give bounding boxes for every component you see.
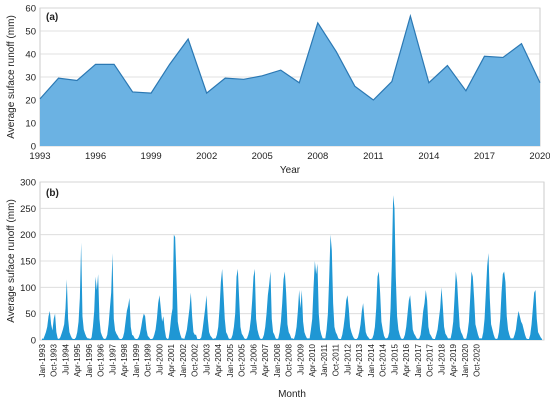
panel-b-y-tick-labels: 0 50 100 150 200 250 300 [20, 178, 36, 347]
panel-b-x-tick-label: Jan-1999 [132, 343, 141, 377]
panel-b-x-tick-label: Jul-2018 [438, 343, 447, 374]
panel-b-x-tick-label: Jan-2017 [414, 343, 423, 377]
panel-b-x-tick-label: Jul-2015 [391, 343, 400, 374]
panel-a-label: (a) [46, 12, 58, 23]
panel-b-x-tick-label: Jan-2002 [179, 343, 188, 377]
panel-b-y-tick-label: 50 [25, 309, 36, 320]
panel-b-x-tick-label: Apr-1998 [120, 343, 129, 376]
panel-b-x-tick-label: Apr-2007 [261, 343, 270, 376]
panel-b-x-tick-label: Apr-2001 [167, 343, 176, 376]
panel-a-line-series [39, 13, 541, 101]
panel-b-x-tick-label: Jul-2003 [203, 343, 212, 374]
panel-a-y-axis-title: Average suface runoff (mm) [6, 15, 17, 139]
panel-b-y-tick-label: 250 [20, 204, 36, 215]
panel-a-x-tick-labels: 1993 1996 1999 2002 2005 2008 2011 2014 2017 2020 [29, 151, 550, 162]
panel-a-x-tick-label: 2005 [252, 151, 273, 162]
panel-a-y-tick-label: 10 [25, 119, 36, 130]
panel-b-x-tick-label: Jul-2000 [156, 343, 165, 374]
panel-a-x-tick-label: 2011 [363, 151, 383, 162]
panel-b-x-tick-label: Oct-2020 [473, 343, 482, 376]
panel-b-x-tick-label: Oct-1996 [97, 343, 106, 376]
panel-b-x-tick-label: Jan-1996 [85, 343, 94, 377]
panel-a-x-tick-label: 2014 [418, 151, 439, 162]
panel-a-x-tick-label: 1993 [29, 151, 50, 162]
panel-b-x-tick-label: Jan-2020 [461, 343, 470, 377]
panel-b-x-tick-label: Oct-2017 [426, 343, 435, 376]
panel-a-x-tick-label: 2008 [307, 151, 328, 162]
panel-b-x-tick-label: Jan-2011 [320, 343, 329, 376]
panel-b-x-tick-label: Jul-2006 [250, 343, 259, 374]
panel-a-y-tick-labels: 0 10 20 30 40 50 60 [25, 4, 36, 153]
panel-a-area-series [40, 16, 540, 146]
panel-b-x-tick-label: Jan-2008 [273, 343, 282, 377]
panel-a-x-tick-label: 2002 [196, 151, 217, 162]
panel-b-x-tick-label: Oct-2008 [285, 343, 294, 376]
panel-b-x-tick-label: Jan-1993 [38, 343, 47, 377]
panel-a-x-tick-label: 2020 [529, 151, 550, 162]
panel-b-x-tick-label: Jul-2009 [297, 343, 306, 374]
panel-b-x-tick-label: Jan-2005 [226, 343, 235, 377]
panel-b-x-tick-label: Jul-1994 [62, 343, 71, 374]
panel-a-x-tick-label: 1996 [85, 151, 106, 162]
panel-b-x-tick-label: Apr-2013 [355, 343, 364, 376]
panel-b-x-tick-label: Apr-2016 [402, 343, 411, 376]
panel-b-y-tick-label: 150 [20, 257, 36, 268]
panel-b-y-tick-label: 100 [20, 283, 36, 294]
panel-a-x-tick-label: 2017 [474, 151, 495, 162]
panel-b-x-tick-label: Apr-1995 [73, 343, 82, 376]
panel-b-x-tick-label: Oct-2005 [238, 343, 247, 376]
panel-a-y-tick-label: 50 [25, 27, 36, 38]
panel-a-y-tick-label: 20 [25, 96, 36, 107]
panel-b-y-axis-title: Average suface runoff (mm) [6, 199, 17, 323]
panel-b-x-tick-label: Apr-2019 [449, 343, 458, 376]
panel-b-x-tick-label: Oct-2014 [379, 343, 388, 376]
panel-b-x-tick-label: Jan-2014 [367, 343, 376, 377]
panel-b-x-axis-title: Month [278, 389, 306, 400]
panel-b-x-tick-label: Apr-2004 [214, 343, 223, 376]
panel-a-x-axis-title: Year [280, 165, 301, 176]
panel-a-x-tick-label: 1999 [141, 151, 162, 162]
panel-a-y-tick-label: 30 [25, 73, 36, 84]
panel-b-x-tick-label: Apr-2010 [308, 343, 317, 376]
panel-b-y-tick-label: 0 [31, 336, 36, 347]
panel-b-x-tick-label: Oct-2011 [332, 343, 341, 376]
panel-b-y-tick-label: 300 [20, 178, 36, 189]
panel-a-y-tick-label: 60 [25, 4, 36, 15]
panel-b-x-tick-label: Jul-2012 [344, 343, 353, 374]
panel-b-label: (b) [46, 188, 59, 199]
panel-a-y-tick-label: 0 [31, 142, 36, 153]
panel-b-x-tick-label: Oct-1993 [50, 343, 59, 376]
panel-b-x-tick-label: Jul-1997 [109, 343, 118, 374]
panel-a-y-tick-label: 40 [25, 50, 36, 61]
panel-b-x-tick-labels: Jan-1993 Oct-1993 Jul-1994 Apr-1995 Jan-1996… [38, 343, 482, 377]
panel-a-chart: 0 10 20 30 40 50 60 1993 1996 1999 2002 2005 2008 20… [6, 4, 550, 177]
panel-b-x-tick-label: Oct-2002 [191, 343, 200, 376]
panel-b-y-tick-label: 200 [20, 230, 36, 241]
panel-b-x-tick-label: Oct-1999 [144, 343, 153, 376]
panel-b-gridlines [40, 181, 544, 341]
